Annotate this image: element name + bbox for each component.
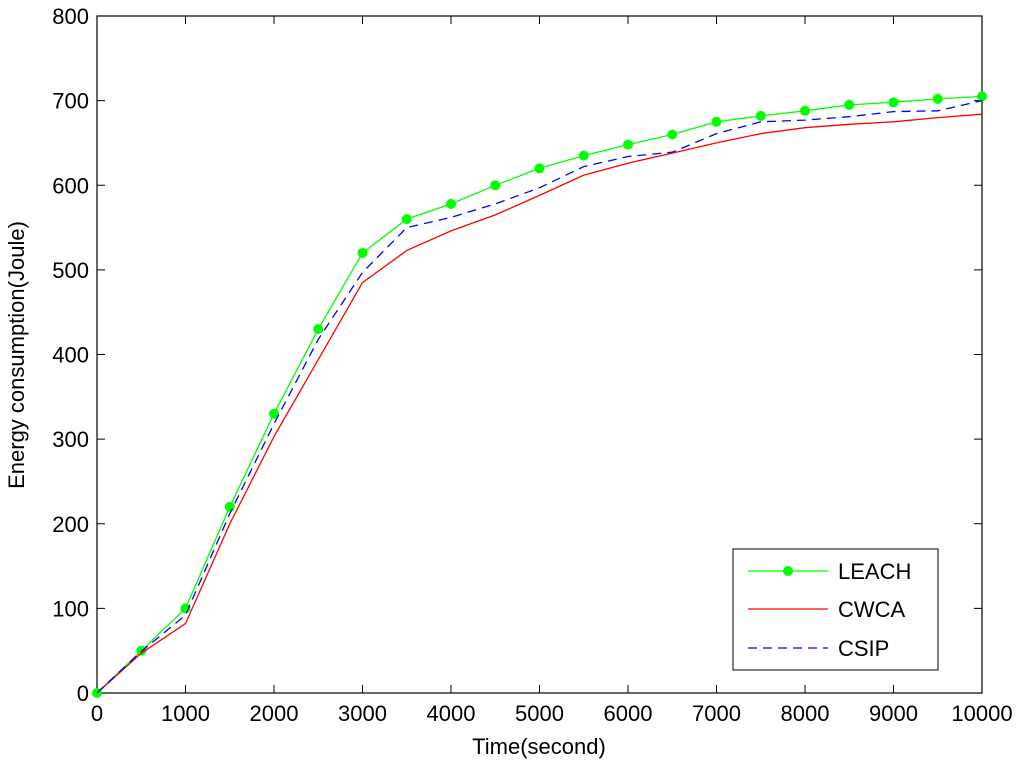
legend-label-cwca: CWCA	[838, 597, 906, 622]
x-tick-label: 10000	[951, 701, 1012, 726]
y-tick-label: 300	[52, 427, 89, 452]
series-line-cwca	[96, 113, 983, 694]
y-axis-title: Energy consumption(Joule)	[4, 221, 29, 489]
x-tick-label: 5000	[515, 701, 564, 726]
legend-items: LEACH CWCA CSIP	[748, 559, 911, 661]
y-tick-label: 700	[52, 89, 89, 114]
data-point-leach	[623, 139, 633, 150]
legend: LEACH CWCA CSIP	[732, 548, 939, 671]
x-tick-label: 9000	[869, 701, 918, 726]
data-point-leach	[224, 501, 235, 512]
data-point-leach	[932, 93, 943, 104]
data-point-leach	[578, 150, 589, 161]
data-point-leach	[667, 129, 678, 140]
legend-label-leach: LEACH	[838, 559, 911, 584]
data-point-leach	[269, 408, 279, 419]
x-axis-title: Time(second)	[472, 734, 606, 759]
x-tick-label: 4000	[427, 701, 476, 726]
y-tick-label: 0	[77, 681, 89, 706]
data-point-leach	[490, 180, 501, 191]
y-tick-label: 100	[52, 596, 89, 621]
x-tick-label: 8000	[781, 701, 830, 726]
legend-marker-leach	[783, 566, 793, 576]
series-line-csip	[96, 99, 983, 694]
y-tick-label: 400	[52, 343, 89, 368]
x-tick-label: 0	[91, 701, 103, 726]
data-point-leach	[755, 110, 766, 121]
legend-label-csip: CSIP	[838, 636, 889, 661]
data-point-leach	[357, 247, 368, 258]
x-tick-label: 6000	[604, 701, 653, 726]
x-tick-label: 2000	[250, 701, 299, 726]
y-tick-label: 600	[52, 173, 89, 198]
x-tick-label: 1000	[161, 701, 210, 726]
data-point-leach	[534, 163, 545, 174]
data-point-leach	[800, 105, 810, 116]
plot-area: 0 1000 2000 3000 4000 5000 6000 7000 8000 9000 100…	[52, 4, 1012, 726]
data-point-leach	[888, 97, 899, 108]
data-point-leach	[844, 99, 855, 110]
x-tick-label: 3000	[338, 701, 387, 726]
x-tick-label: 7000	[692, 701, 741, 726]
data-point-leach	[446, 198, 456, 209]
data-point-leach	[313, 324, 324, 335]
data-point-leach	[401, 214, 412, 225]
y-tick-label: 500	[52, 258, 89, 283]
data-point-leach	[977, 91, 987, 102]
y-tick-label: 200	[52, 512, 89, 537]
data-point-leach	[711, 116, 722, 127]
y-tick-label: 800	[52, 4, 89, 29]
